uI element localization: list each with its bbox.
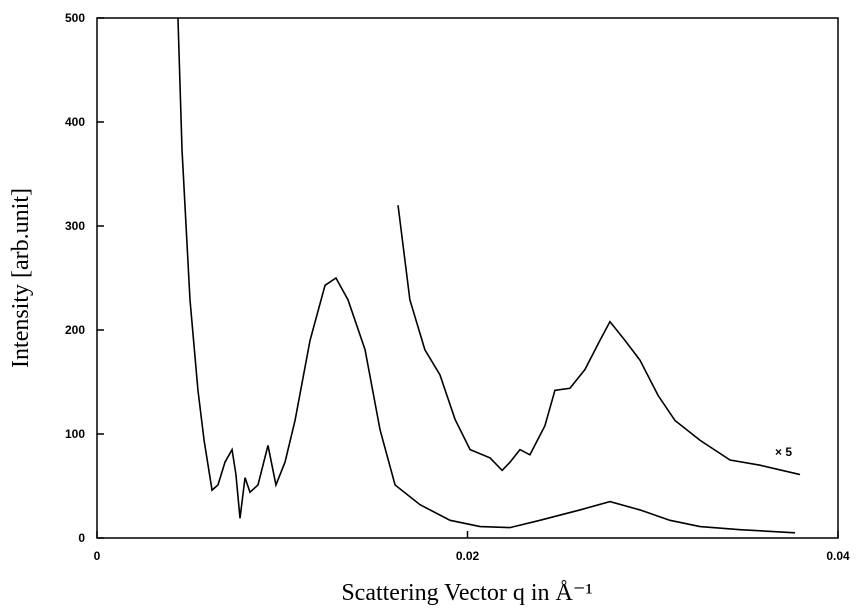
x-axis-label: Scattering Vector q in Å⁻¹ (341, 580, 592, 606)
data-line (177, 17, 796, 534)
annotation: × 5 (775, 445, 792, 459)
y-tick-label: 400 (65, 115, 85, 129)
plot-frame (96, 17, 839, 539)
x-tick-label: 0 (94, 549, 101, 563)
data-line (397, 205, 801, 476)
y-axis-label: Intensity [arb.unit] (8, 188, 34, 368)
x-tick-label: 0.04 (826, 549, 850, 563)
y-tick-label: 0 (78, 531, 85, 545)
x-tick-label: 0.02 (456, 549, 480, 563)
y-tick-label: 200 (65, 323, 85, 337)
y-tick-label: 500 (65, 11, 85, 25)
y-tick-label: 100 (65, 427, 85, 441)
y-tick-label: 300 (65, 219, 85, 233)
